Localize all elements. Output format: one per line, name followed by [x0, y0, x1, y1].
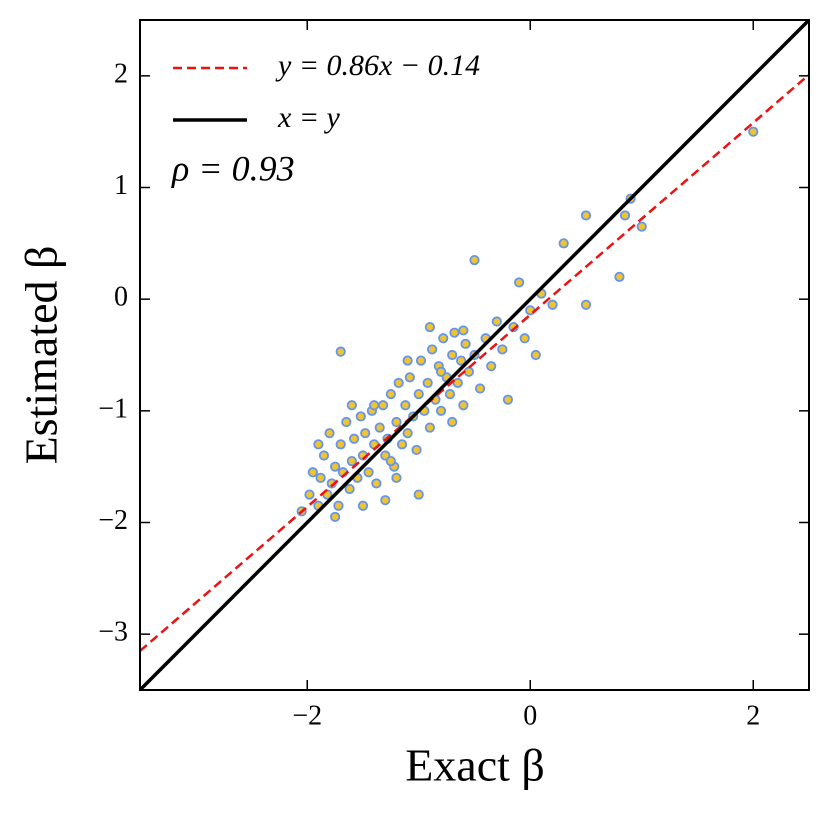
y-axis-label: Estimated β	[16, 246, 67, 465]
point	[458, 400, 469, 411]
legend-label: y = 0.86x − 0.14	[275, 49, 480, 82]
point	[335, 439, 346, 450]
point	[636, 221, 647, 232]
point	[346, 400, 357, 411]
point	[422, 377, 433, 389]
point	[333, 500, 344, 511]
point	[547, 299, 558, 310]
point	[374, 422, 385, 433]
point	[424, 321, 435, 333]
y-tick-label: 2	[114, 58, 128, 89]
point	[424, 422, 435, 433]
point	[447, 416, 458, 428]
point	[313, 439, 324, 450]
x-tick-label: 0	[523, 700, 537, 731]
point	[748, 126, 759, 137]
point	[307, 467, 318, 478]
point	[402, 355, 413, 366]
point	[396, 439, 408, 450]
point	[330, 461, 341, 472]
y-tick-label: 0	[114, 282, 128, 313]
point	[619, 210, 631, 221]
point	[393, 377, 404, 389]
point	[385, 455, 396, 467]
point	[458, 325, 469, 336]
point	[318, 450, 330, 461]
point	[348, 433, 360, 444]
point	[341, 416, 352, 428]
point	[377, 400, 389, 411]
annotation: ρ = 0.93	[171, 148, 295, 188]
point	[463, 366, 475, 377]
point	[469, 254, 480, 266]
point	[330, 511, 341, 523]
point	[486, 361, 497, 372]
point	[355, 411, 366, 422]
point	[402, 428, 413, 439]
point	[513, 277, 525, 288]
point	[315, 472, 326, 483]
point	[427, 344, 438, 355]
point	[357, 500, 369, 511]
y-tick-label: 1	[114, 170, 128, 201]
point	[335, 346, 346, 357]
point	[385, 388, 396, 400]
point	[391, 472, 402, 483]
point	[400, 400, 411, 411]
y-tick-label: −2	[98, 505, 128, 536]
point	[413, 388, 424, 400]
point	[404, 372, 415, 383]
point	[456, 355, 467, 366]
point	[558, 238, 569, 249]
point	[460, 338, 471, 349]
point	[614, 271, 625, 282]
point	[360, 428, 371, 439]
point	[580, 299, 592, 310]
point	[380, 495, 391, 506]
point	[530, 349, 541, 361]
y-tick-label: −3	[98, 617, 128, 648]
plot-frame	[139, 19, 810, 691]
point	[438, 333, 449, 344]
point	[411, 444, 422, 456]
legend-label: x = y	[277, 101, 341, 134]
point	[435, 405, 447, 416]
line	[140, 73, 809, 652]
point	[474, 383, 486, 394]
point	[502, 394, 514, 405]
x-tick-label: −2	[292, 700, 322, 731]
x-tick-label: 2	[746, 700, 760, 731]
point	[580, 210, 592, 221]
point	[447, 349, 458, 361]
point	[304, 489, 315, 500]
point	[415, 355, 427, 366]
point	[452, 377, 463, 389]
point	[444, 388, 456, 400]
point	[371, 478, 382, 489]
point	[497, 344, 508, 355]
point	[369, 400, 380, 411]
y-tick-label: −1	[98, 393, 128, 424]
point	[449, 327, 460, 338]
point	[413, 489, 424, 500]
line	[140, 20, 809, 690]
point	[519, 333, 530, 344]
point	[391, 416, 402, 428]
plot-area	[140, 20, 809, 690]
x-axis-label: Exact β	[405, 740, 545, 791]
point	[346, 455, 357, 467]
point	[435, 366, 447, 377]
point	[363, 467, 374, 478]
point	[344, 483, 355, 495]
point	[491, 316, 502, 327]
point	[324, 428, 335, 439]
